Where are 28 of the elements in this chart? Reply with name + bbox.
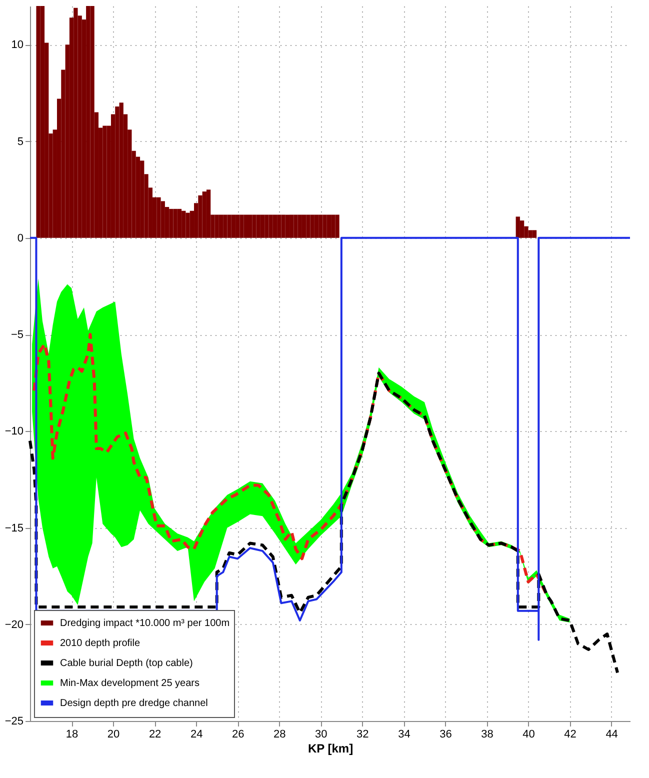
x-tick-label: 30: [315, 728, 328, 740]
y-tick-label: 5: [17, 136, 24, 148]
x-tick-label: 36: [440, 728, 452, 740]
x-tick-label: 40: [522, 728, 535, 740]
y-tick-label: −5: [10, 329, 24, 342]
y-tick-label: −25: [4, 716, 24, 728]
legend-label: Min-Max development 25 years: [60, 678, 200, 689]
x-tick-label: 32: [356, 728, 369, 740]
x-tick-label: 28: [274, 728, 286, 740]
legend-label: Cable burial Depth (top cable): [60, 658, 193, 669]
y-tick-label: −15: [4, 522, 24, 534]
x-tick-label: 20: [107, 728, 120, 740]
x-axis-title: KP [km]: [308, 742, 354, 756]
y-tick-label: −20: [4, 618, 24, 631]
x-tick-label: 34: [398, 728, 410, 740]
x-tick-label: 18: [66, 728, 78, 740]
legend-label: Design depth pre dredge channel: [60, 698, 208, 709]
legend-label: Dredging impact *10.000 m³ per 100m: [60, 618, 230, 629]
x-tick-label: 38: [481, 728, 494, 740]
x-tick-label: 22: [148, 728, 162, 740]
y-tick-label: 10: [11, 39, 24, 52]
y-tick-label: −10: [4, 426, 24, 438]
y-tick-label: 0: [17, 232, 24, 244]
x-tick-label: 26: [232, 728, 244, 740]
legend-label: 2010 depth profile: [60, 638, 140, 649]
x-tick-label: 42: [564, 728, 576, 740]
x-tick-label: 44: [606, 728, 618, 740]
x-tick-label: 24: [190, 728, 203, 740]
